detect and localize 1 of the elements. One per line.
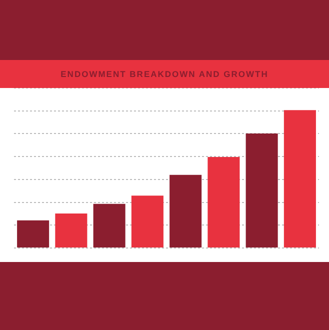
chart-title: ENDOWMENT BREAKDOWN AND GROWTH [60, 69, 268, 79]
